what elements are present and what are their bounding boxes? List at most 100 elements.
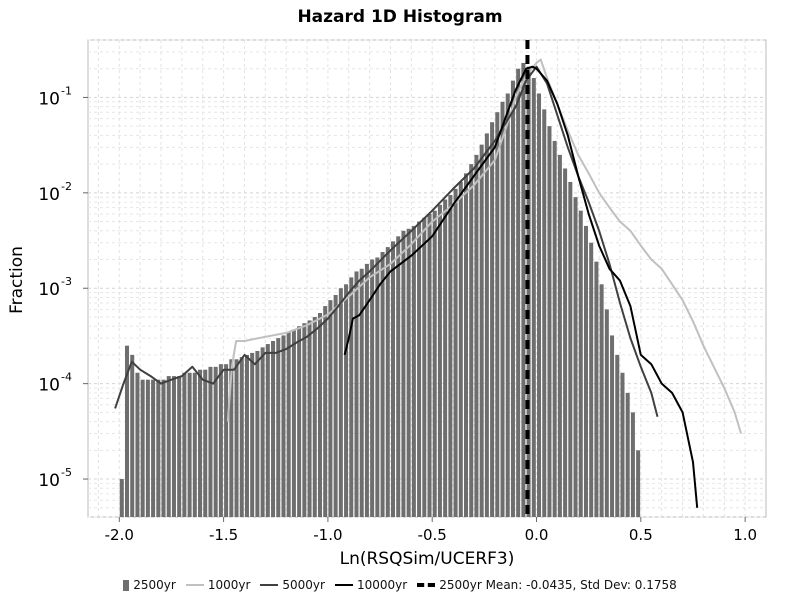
histogram-bar <box>224 364 229 517</box>
histogram-bar <box>417 221 422 517</box>
legend-item: 1000yr <box>185 578 251 592</box>
x-tick-label: -1.5 <box>209 526 238 544</box>
histogram-bar <box>234 359 239 517</box>
histogram-bar <box>380 251 385 518</box>
y-tick-exponent: -2 <box>61 180 72 193</box>
histogram-bar <box>177 376 182 517</box>
histogram-bar <box>411 225 416 517</box>
histogram-bar <box>636 450 641 517</box>
histogram-bar <box>364 263 369 517</box>
histogram-bar <box>469 164 474 517</box>
histogram-bar <box>406 228 411 517</box>
histogram-bar <box>271 340 276 517</box>
histogram-bar <box>495 112 500 517</box>
line-series-1000yr <box>226 58 742 434</box>
histogram-bar <box>187 372 192 517</box>
histogram-bar <box>385 247 390 518</box>
y-tick-exponent: -3 <box>61 275 72 288</box>
histogram-bar <box>302 323 307 517</box>
y-tick-label: 10 <box>38 280 60 300</box>
histogram-bar <box>427 214 432 517</box>
histogram-bar <box>145 379 150 517</box>
legend-label: 10000yr <box>356 578 408 592</box>
x-tick-label: 0.5 <box>629 526 653 544</box>
y-tick-exponent: -1 <box>61 84 72 97</box>
line-series <box>114 58 742 508</box>
legend-item: 5000yr <box>260 578 325 592</box>
histogram-bar <box>563 168 568 517</box>
histogram-bar <box>286 331 291 517</box>
histogram-bar <box>203 369 208 517</box>
bar-series-2500yr <box>119 62 641 518</box>
histogram-bar <box>437 204 442 517</box>
histogram-bar <box>338 288 343 517</box>
histogram-bar <box>239 357 244 517</box>
y-tick-label: 10 <box>38 471 60 491</box>
histogram-bar <box>510 80 515 517</box>
line-series-5000yr <box>114 65 659 417</box>
histogram-bar <box>401 230 406 518</box>
histogram-bar <box>505 93 510 517</box>
histogram-bar <box>448 194 453 518</box>
histogram-bar <box>151 379 156 517</box>
legend: 2500yr 1000yr 5000yr 10000yr 2500yr Mean: -0… <box>0 578 800 592</box>
histogram-bar <box>317 313 322 517</box>
x-tick-label: 0.0 <box>525 526 549 544</box>
histogram-bar <box>328 300 333 517</box>
histogram-bar <box>568 181 573 518</box>
y-tick-label: 10 <box>38 376 60 396</box>
histogram-bar <box>500 101 505 517</box>
histogram-bar <box>516 68 521 517</box>
histogram-bar <box>354 271 359 517</box>
chart-title: Hazard 1D Histogram <box>297 7 502 27</box>
histogram-bar <box>213 366 218 517</box>
histogram-bar <box>630 412 635 517</box>
histogram-bar <box>161 379 166 517</box>
histogram-bar <box>130 354 135 517</box>
legend-swatch <box>185 584 204 586</box>
legend-swatch <box>334 584 353 586</box>
x-tick-label: -2.0 <box>105 526 134 544</box>
histogram-bar <box>359 268 364 517</box>
histogram-bar <box>250 352 255 517</box>
y-tick-label: 10 <box>38 185 60 205</box>
histogram-bar <box>140 379 145 517</box>
histogram-bar <box>620 372 625 517</box>
grid <box>88 39 766 518</box>
x-axis-label: Ln(RSQSim/UCERF3) <box>340 549 515 569</box>
axes: -2.0 -1.5 -1.0 -0.5 0.0 0.5 1.010-110-210 -310-… <box>38 84 757 544</box>
histogram-bar <box>349 277 354 517</box>
histogram-bar <box>229 359 234 517</box>
histogram-bar <box>479 144 484 518</box>
histogram-bar <box>312 316 317 517</box>
histogram-bar <box>594 261 599 517</box>
histogram-bar <box>589 242 594 517</box>
x-tick-label: -1.0 <box>313 526 342 544</box>
histogram-bar <box>171 376 176 517</box>
histogram-bar <box>625 392 630 517</box>
histogram-bar <box>255 350 260 517</box>
histogram-bar <box>547 126 552 517</box>
histogram-bar <box>422 217 427 517</box>
histogram-bar <box>390 241 396 518</box>
legend-item: 10000yr <box>334 578 408 592</box>
legend-label: 1000yr <box>207 578 251 592</box>
legend-swatch <box>123 579 130 591</box>
histogram-bar <box>265 344 270 517</box>
legend-swatch <box>260 584 279 586</box>
histogram-bar <box>166 376 171 517</box>
histogram-bar <box>557 154 562 517</box>
y-tick-exponent: -5 <box>61 466 72 479</box>
histogram-bar <box>396 236 401 517</box>
histogram-bar <box>260 347 265 517</box>
histogram-bar <box>583 225 588 517</box>
histogram-bar <box>192 372 197 517</box>
histogram-bar <box>156 379 161 517</box>
histogram-bar <box>125 345 130 517</box>
histogram-bar <box>604 309 609 517</box>
histogram-bar <box>484 133 489 517</box>
y-tick-exponent: -4 <box>61 371 72 384</box>
histogram-bar <box>573 197 578 517</box>
